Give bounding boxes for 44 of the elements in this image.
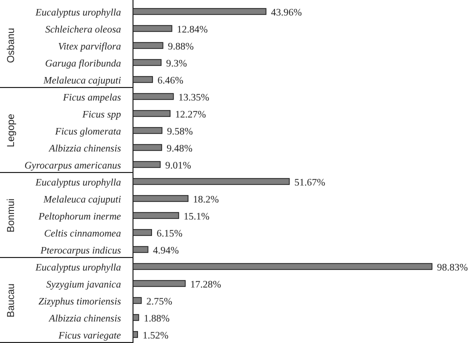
data-label: 15.1%: [184, 212, 210, 222]
y-tick-label: Zizyphus timoriensis: [38, 296, 122, 308]
y-tick-label: Garuga floribunda: [45, 58, 121, 70]
data-label: 51.67%: [294, 178, 326, 188]
y-tick-label: Eucalyptus urophylla: [34, 8, 121, 18]
data-label: 12.27%: [175, 110, 206, 120]
data-label: 6.15%: [156, 228, 182, 240]
y-tick-label: Ficus glomerata: [54, 126, 121, 138]
y-tick-label: Vitex parviflora: [58, 42, 121, 52]
y-tick-label: Peltophorum inerme: [38, 212, 122, 222]
y-tick-label: Pterocarpus indicus: [40, 246, 122, 256]
data-label: 6.46%: [158, 76, 184, 86]
data-label: 12.84%: [176, 24, 208, 36]
y-tick-label: Celtis cinnamomea: [44, 228, 121, 240]
text: Baucau: [6, 284, 17, 318]
data-label: 9.88%: [168, 42, 194, 52]
data-label: 98.83%: [437, 262, 468, 274]
data-label: 9.3%: [166, 58, 187, 70]
y-tick-label: Syzygium javanica: [46, 280, 121, 290]
data-label: 9.01%: [165, 160, 192, 172]
data-label: 1.88%: [144, 314, 170, 324]
data-label: 9.58%: [166, 126, 193, 138]
data-label: 4.94%: [152, 246, 179, 256]
text: Legope: [6, 113, 17, 148]
y-tick-label: Schleichera oleosa: [45, 24, 121, 36]
y-tick-label: Ficus ampelas: [62, 92, 122, 104]
data-label: 9.48%: [166, 144, 193, 154]
text: Bonmui: [6, 198, 17, 232]
data-label: 1.52%: [142, 330, 168, 342]
data-label: 13.35%: [178, 92, 210, 104]
y-tick-label: Ficus spp: [81, 110, 121, 120]
y-tick-label: Eucalyptus urophylla: [34, 262, 121, 274]
y-tick-label: Gyrocarpus americanus: [24, 160, 122, 172]
data-label: 2.75%: [146, 296, 172, 308]
y-tick-label: Albizzia chinensis: [48, 144, 122, 154]
y-tick-label: Albizzia chinensis: [48, 314, 122, 324]
text: Osbanu: [6, 28, 17, 64]
data-label: 43.96%: [270, 8, 302, 18]
y-tick-label: Melaleuca cajuputi: [42, 76, 122, 86]
data-label: 18.2%: [193, 194, 219, 206]
y-tick-label: Eucalyptus urophylla: [34, 178, 121, 188]
data-label: 17.28%: [190, 280, 222, 290]
y-tick-label: Melaleuca cajuputi: [42, 194, 122, 206]
y-tick-label: Ficus variegate: [58, 330, 122, 342]
